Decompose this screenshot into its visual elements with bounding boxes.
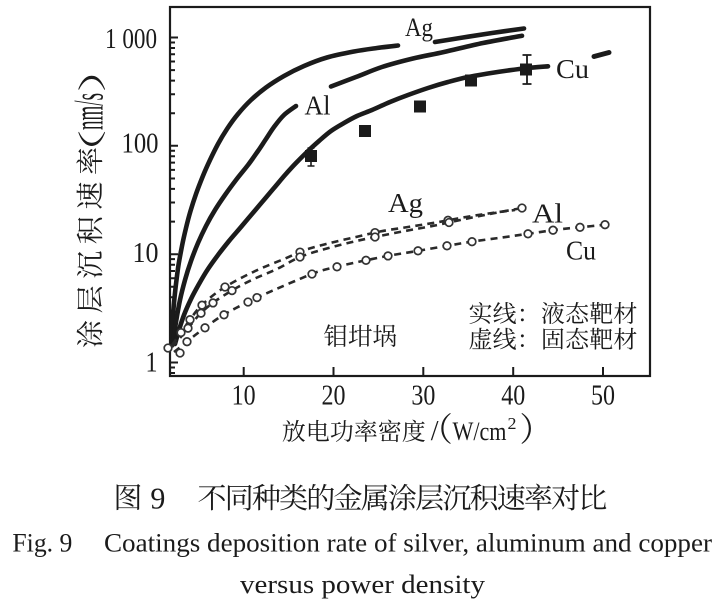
svg-text:nm/s: nm/s bbox=[67, 93, 113, 130]
svg-text:100: 100 bbox=[122, 128, 159, 159]
svg-text:30: 30 bbox=[411, 380, 435, 411]
svg-text:20: 20 bbox=[322, 380, 346, 411]
svg-text:versus power density: versus power density bbox=[240, 569, 486, 599]
svg-text:2: 2 bbox=[508, 414, 517, 433]
svg-text:1 000: 1 000 bbox=[105, 24, 157, 55]
svg-text:Coatings deposition rate of si: Coatings deposition rate of silver, alum… bbox=[104, 528, 712, 558]
svg-text:9: 9 bbox=[150, 481, 165, 516]
svg-text:Ag: Ag bbox=[388, 188, 423, 218]
svg-text:W/cm: W/cm bbox=[453, 417, 507, 446]
svg-text:Cu: Cu bbox=[566, 236, 596, 266]
svg-text:Ag: Ag bbox=[405, 12, 433, 42]
svg-text:10: 10 bbox=[232, 380, 256, 411]
svg-text:Al: Al bbox=[532, 199, 563, 229]
svg-text:/: / bbox=[431, 416, 439, 447]
svg-text:Fig. 9: Fig. 9 bbox=[12, 528, 72, 558]
svg-text:10: 10 bbox=[133, 238, 159, 269]
svg-text:40: 40 bbox=[501, 380, 525, 411]
svg-text:50: 50 bbox=[591, 380, 615, 411]
svg-text:Al: Al bbox=[305, 91, 331, 121]
svg-text:1: 1 bbox=[146, 347, 158, 378]
svg-text:Cu: Cu bbox=[556, 54, 590, 84]
